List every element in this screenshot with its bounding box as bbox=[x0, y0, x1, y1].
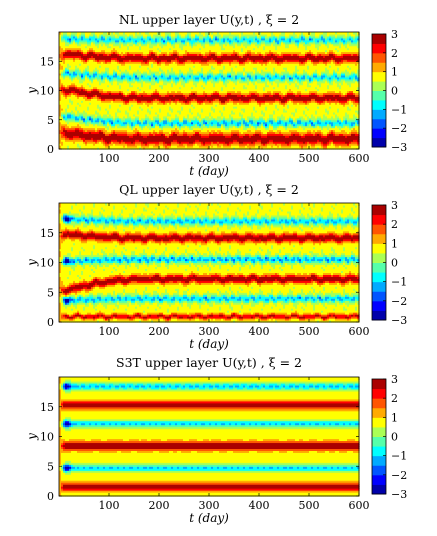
colorbar-tick-label: 1 bbox=[391, 237, 398, 250]
x-tick-label: 400 bbox=[249, 152, 270, 165]
chart-title: NL upper layer U(y,t) , ξ = 2 bbox=[119, 12, 299, 27]
colorbar-tick-label: 2 bbox=[391, 47, 398, 60]
x-tick-label: 100 bbox=[99, 152, 120, 165]
colorbar-tick-label: −2 bbox=[391, 469, 407, 482]
colorbar-tick-label: 3 bbox=[391, 373, 398, 386]
heatmap-field bbox=[59, 32, 360, 150]
colorbar-tick-label: −1 bbox=[391, 450, 407, 463]
x-axis-label: t (day) bbox=[189, 511, 229, 525]
x-tick-label: 500 bbox=[299, 499, 320, 512]
x-tick-label: 100 bbox=[99, 325, 120, 338]
y-axis-label: y bbox=[25, 87, 39, 95]
colorbar-tick-label: 1 bbox=[391, 66, 398, 79]
colorbar-tick-label: −1 bbox=[391, 276, 407, 289]
colorbar-tick-label: 3 bbox=[391, 28, 398, 41]
y-tick-label: 0 bbox=[47, 143, 54, 156]
x-tick-label: 400 bbox=[249, 499, 270, 512]
colorbar-tick-label: −3 bbox=[391, 314, 407, 327]
heatmap-field bbox=[59, 203, 360, 323]
colorbar-tick-label: 0 bbox=[391, 257, 398, 270]
x-tick-label: 200 bbox=[149, 325, 170, 338]
y-tick-label: 15 bbox=[40, 401, 54, 414]
colorbar: 3 2 1 0 −1 −2 −3 bbox=[372, 373, 407, 501]
y-tick-label: 5 bbox=[47, 114, 54, 127]
y-tick-label: 0 bbox=[47, 490, 54, 503]
y-axis-label: y bbox=[25, 433, 39, 441]
colorbar-tick-label: 0 bbox=[391, 85, 398, 98]
heatmap-field bbox=[59, 377, 360, 497]
x-tick-label: 600 bbox=[349, 499, 370, 512]
colorbar: 3 2 1 0 −1 −2 −3 bbox=[372, 199, 407, 327]
y-tick-label: 15 bbox=[40, 227, 54, 240]
chart-title: QL upper layer U(y,t) , ξ = 2 bbox=[119, 182, 299, 197]
y-tick-label: 15 bbox=[40, 55, 54, 68]
x-tick-label: 600 bbox=[349, 152, 370, 165]
y-tick-label: 10 bbox=[40, 85, 54, 98]
y-tick-label: 5 bbox=[47, 460, 54, 473]
colorbar-tick-label: 0 bbox=[391, 431, 398, 444]
colorbar-tick-label: −3 bbox=[391, 488, 407, 501]
x-tick-label: 200 bbox=[149, 152, 170, 165]
y-tick-label: 10 bbox=[40, 431, 54, 444]
colorbar-tick-label: 1 bbox=[391, 411, 398, 424]
y-tick-label: 5 bbox=[47, 286, 54, 299]
colorbar-tick-label: −2 bbox=[391, 295, 407, 308]
colorbar-tick-label: −3 bbox=[391, 141, 407, 154]
colorbar-tick-label: −1 bbox=[391, 103, 407, 116]
colorbar: 3 2 1 0 −1 −2 −3 bbox=[372, 28, 407, 154]
x-tick-label: 100 bbox=[99, 499, 120, 512]
x-tick-label: 200 bbox=[149, 499, 170, 512]
x-tick-label: 600 bbox=[349, 325, 370, 338]
x-tick-label: 500 bbox=[299, 325, 320, 338]
colorbar-tick-label: 2 bbox=[391, 392, 398, 405]
chart-title: S3T upper layer U(y,t) , ξ = 2 bbox=[116, 355, 302, 370]
y-tick-label: 10 bbox=[40, 257, 54, 270]
colorbar-tick-label: −2 bbox=[391, 122, 407, 135]
x-tick-label: 500 bbox=[299, 152, 320, 165]
y-axis-label: y bbox=[25, 259, 39, 267]
colorbar-tick-label: 3 bbox=[391, 199, 398, 212]
x-axis-label: t (day) bbox=[189, 164, 229, 178]
colorbar-tick-label: 2 bbox=[391, 218, 398, 231]
x-tick-label: 400 bbox=[249, 325, 270, 338]
y-tick-label: 0 bbox=[47, 316, 54, 329]
x-axis-label: t (day) bbox=[189, 337, 229, 351]
